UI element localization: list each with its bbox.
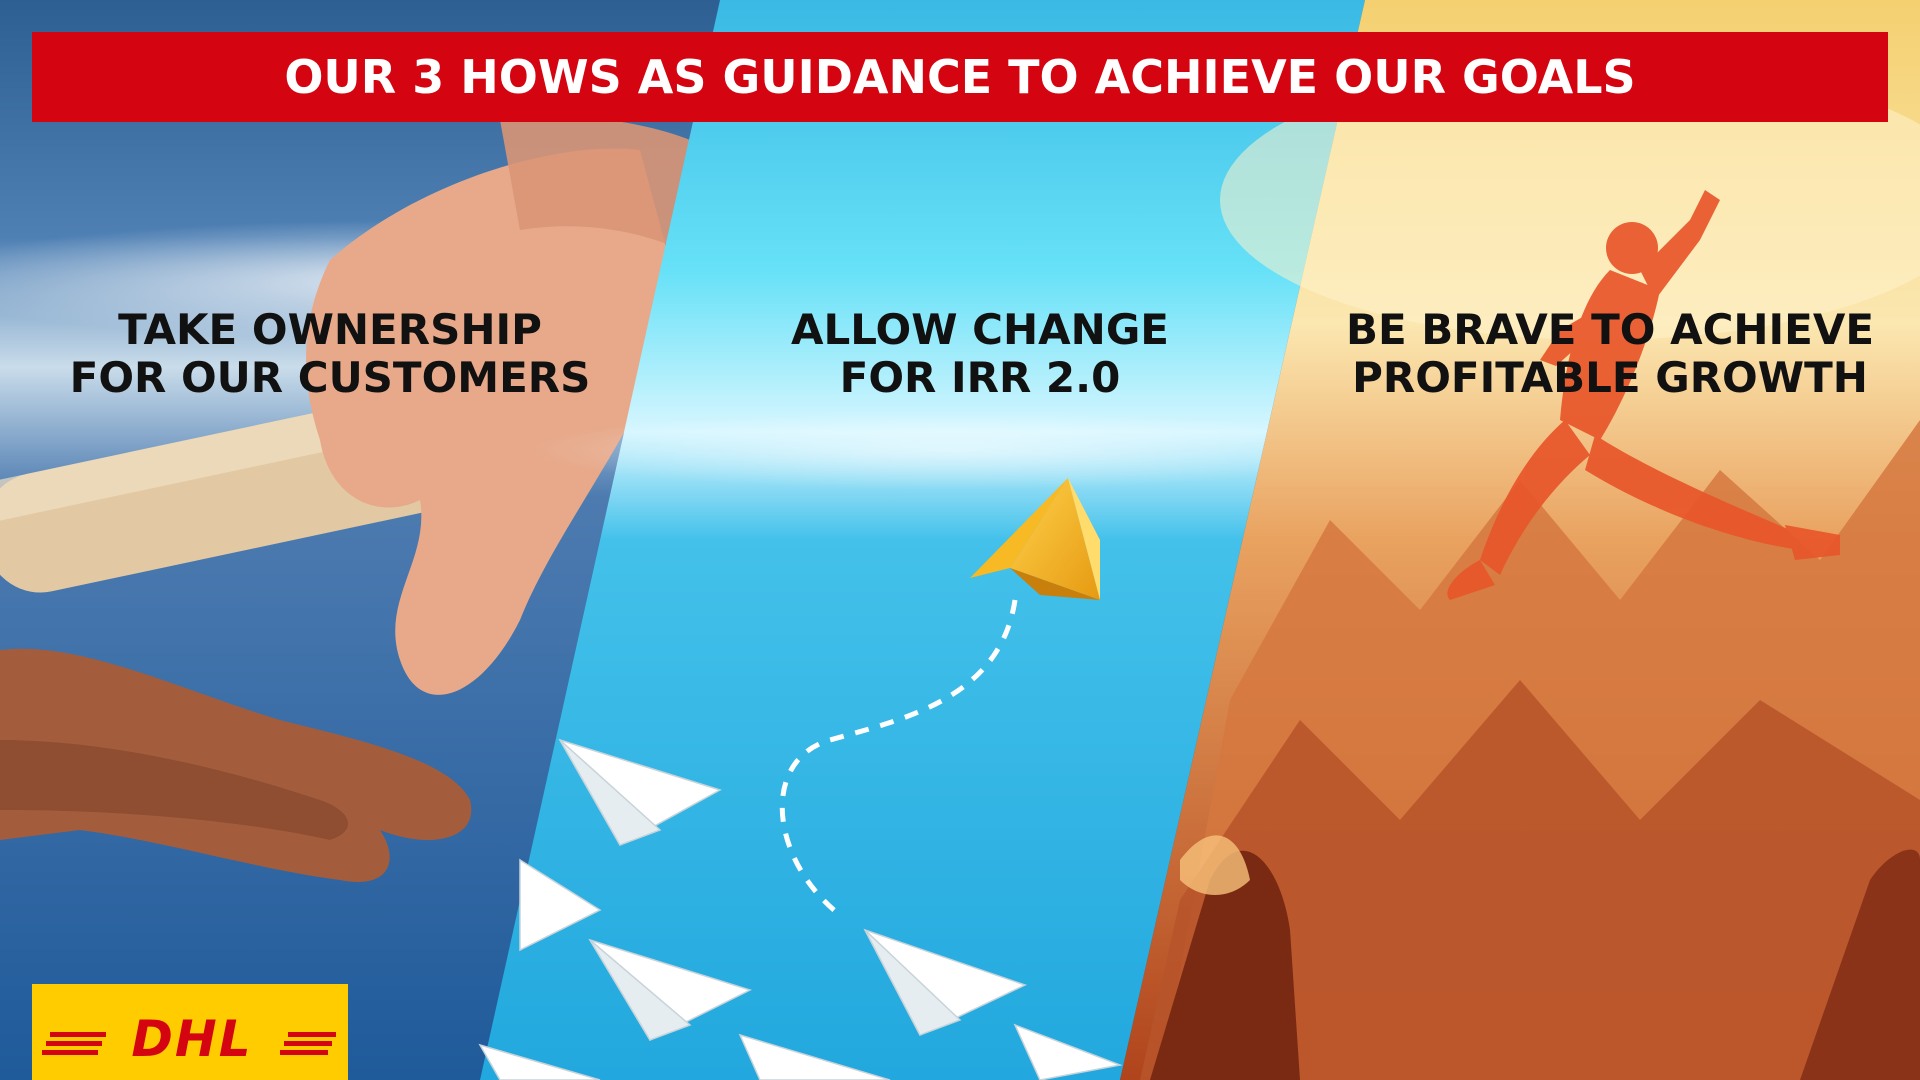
heading-take-ownership: TAKE OWNERSHIP FOR OUR CUSTOMERS bbox=[50, 306, 610, 402]
panel-2-bg bbox=[480, 0, 1365, 1080]
heading-1-line-2: FOR OUR CUSTOMERS bbox=[69, 353, 591, 402]
heading-2-line-2: FOR IRR 2.0 bbox=[839, 353, 1121, 402]
dhl-logo-text: DHL bbox=[131, 1010, 252, 1068]
heading-3-line-1: BE BRAVE TO ACHIEVE bbox=[1345, 305, 1875, 354]
dhl-logo: DHL bbox=[32, 984, 348, 1080]
heading-allow-change: ALLOW CHANGE FOR IRR 2.0 bbox=[700, 306, 1260, 402]
jumper-silhouette bbox=[1447, 190, 1840, 600]
white-planes bbox=[478, 738, 1123, 1080]
heading-be-brave: BE BRAVE TO ACHIEVE PROFITABLE GROWTH bbox=[1330, 306, 1890, 402]
heading-2-line-1: ALLOW CHANGE bbox=[791, 305, 1169, 354]
banner-title: OUR 3 HOWS AS GUIDANCE TO ACHIEVE OUR GO… bbox=[284, 50, 1636, 104]
title-banner: OUR 3 HOWS AS GUIDANCE TO ACHIEVE OUR GO… bbox=[32, 32, 1888, 122]
heading-1-line-1: TAKE OWNERSHIP bbox=[118, 305, 542, 354]
heading-3-line-2: PROFITABLE GROWTH bbox=[1352, 353, 1868, 402]
dhl-logo-mark: DHL bbox=[42, 1010, 336, 1068]
